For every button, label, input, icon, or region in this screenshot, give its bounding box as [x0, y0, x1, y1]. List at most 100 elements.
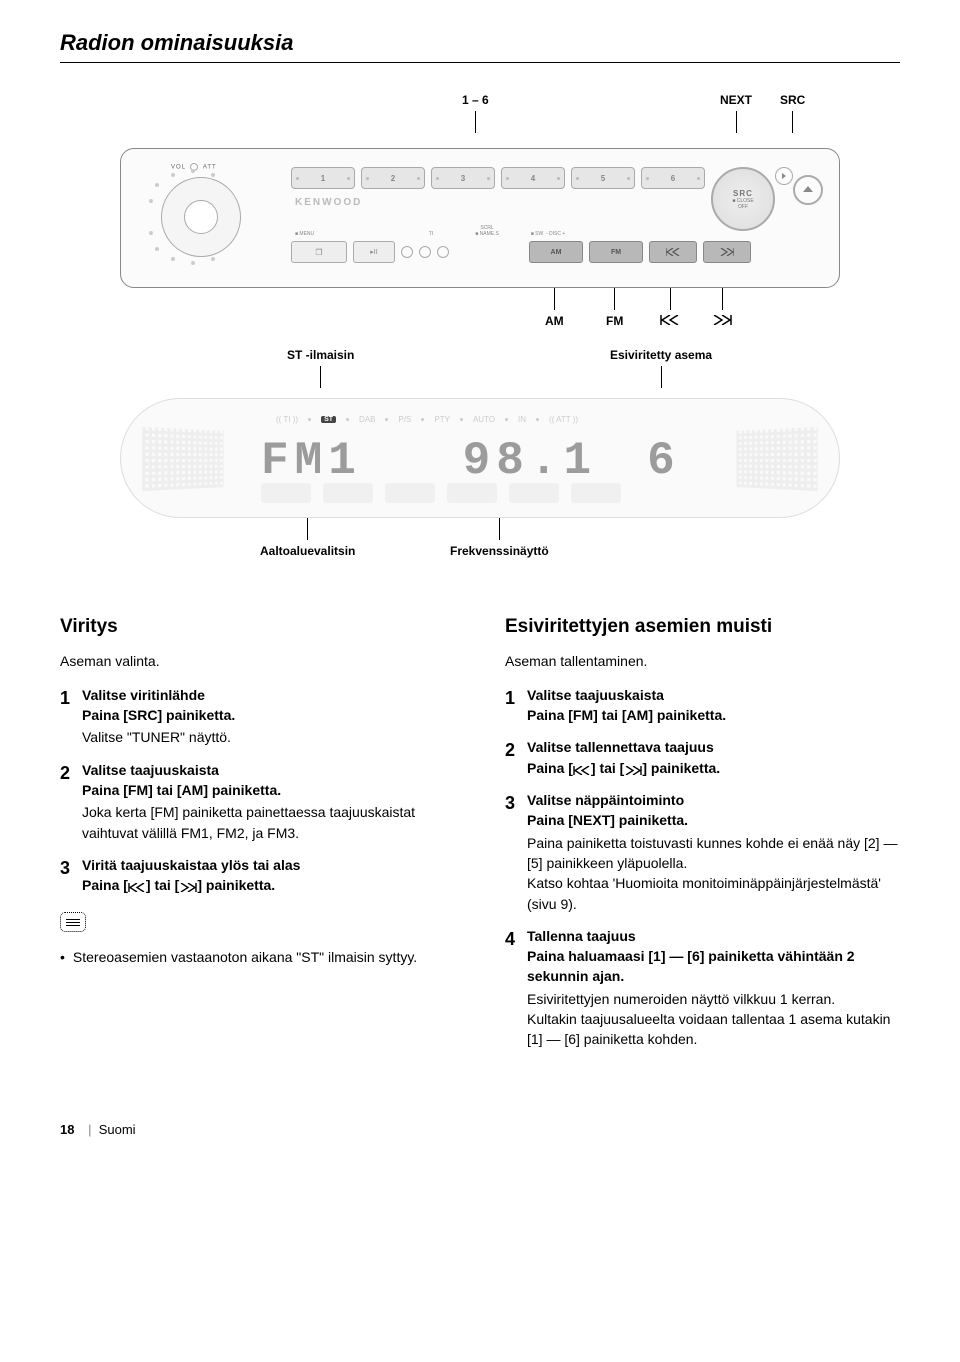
forward-icon-inline [179, 883, 197, 892]
ind-st: ST [321, 416, 336, 423]
src-dial[interactable]: SRC ■ CLOSE OFF [711, 167, 775, 231]
display-bottom-annotations: Aaltoaluevalitsin Frekvenssinäyttö [120, 518, 840, 578]
ind-auto: AUTO [473, 415, 495, 424]
next-track-button[interactable] [703, 241, 751, 263]
menu-dot-label: MENU [299, 231, 314, 237]
note-icon [60, 912, 86, 932]
l1-lead: Valitse viritinlähde [82, 685, 455, 705]
left-step-3: 3 Viritä taajuuskaistaa ylös tai alas Pa… [60, 855, 455, 896]
label-presets-text: 1 – 6 [462, 93, 489, 107]
callout-prev-icon [660, 288, 680, 328]
left-heading: Viritys [60, 613, 455, 641]
r1-bold: Paina [FM] tai [AM] painiketta. [527, 705, 900, 725]
tiny-button-1[interactable] [401, 246, 413, 258]
top-labels: 1 – 6 NEXT SRC [120, 93, 840, 148]
fm-button[interactable]: FM [589, 241, 643, 263]
ind-ps: P/S [398, 415, 411, 424]
ind-in: IN [518, 415, 526, 424]
menu-button[interactable]: ❐ [291, 241, 347, 263]
rewind-icon-inline [128, 883, 146, 892]
grid-left [142, 427, 223, 491]
volume-knob-area: VOL ATT [131, 159, 281, 279]
lower-button-row-right: AM FM [529, 241, 751, 263]
ann-freq: Frekvenssinäyttö [450, 518, 549, 558]
label-src-text: SRC [780, 93, 805, 107]
r2-bold: Paina [] tai [] painiketta. [527, 758, 900, 778]
section-title: Radion ominaisuuksia [60, 30, 900, 63]
tiny-button-3[interactable] [437, 246, 449, 258]
ann-band-text: Aaltoaluevalitsin [260, 544, 355, 558]
preset-1-button[interactable]: 1 [291, 167, 355, 189]
forward-icon [712, 315, 732, 325]
lower-button-row-left: ❐ ▸II [291, 241, 449, 263]
l2-lead: Valitse taajuuskaista [82, 760, 455, 780]
src-dial-src: SRC [733, 189, 753, 198]
disc-label: - DISC + [546, 231, 565, 237]
display-freq: 98.1 [463, 435, 597, 487]
right-step-1: 1 Valitse taajuuskaista Paina [FM] tai [… [505, 685, 900, 726]
brand-label: KENWOOD [295, 197, 362, 208]
page-number: 18 [60, 1122, 74, 1137]
right-sub: Aseman tallentaminen. [505, 651, 900, 671]
r2-lead: Valitse tallennettava taajuus [527, 737, 900, 757]
att-text: ATT [203, 165, 217, 171]
preset-6-button[interactable]: 6 [641, 167, 705, 189]
sw-label: SW [535, 231, 543, 237]
r4-bold: Paina haluamaasi [1] — [6] painiketta vä… [527, 946, 900, 987]
right-step-3: 3 Valitse näppäintoiminto Paina [NEXT] p… [505, 790, 900, 914]
callout-next-icon [712, 288, 732, 328]
label-next: NEXT [720, 93, 752, 133]
ti-label: TI [401, 231, 461, 237]
ind-att: (( ATT )) [549, 415, 578, 424]
r3-desc: Paina painiketta toistuvasti kunnes kohd… [527, 833, 900, 914]
ind-ti: (( TI )) [276, 415, 298, 424]
l2-desc: Joka kerta [FM] painiketta painettaessa … [82, 802, 455, 843]
am-button[interactable]: AM [529, 241, 583, 263]
left-column: Viritys Aseman valinta. 1 Valitse viriti… [60, 613, 455, 1062]
ann-preset: Esiviritetty asema [610, 348, 712, 388]
ind-pty: PTY [434, 415, 450, 424]
left-sub: Aseman valinta. [60, 651, 455, 671]
radio-body: VOL ATT 1 2 3 4 5 6 KENWOOD ■ MENU TI SC [120, 148, 840, 288]
preset-4-button[interactable]: 4 [501, 167, 565, 189]
next-button[interactable] [775, 167, 793, 185]
ann-band: Aaltoaluevalitsin [260, 518, 355, 558]
ann-st-text: ST -ilmaisin [287, 348, 354, 362]
display-top-annotations: ST -ilmaisin Esiviritetty asema [120, 348, 840, 398]
callout-am: AM [545, 288, 564, 328]
footer: 18 | Suomi [60, 1122, 900, 1137]
pty-button[interactable]: ▸II [353, 241, 395, 263]
prev-track-button[interactable] [649, 241, 697, 263]
l1-bold: Paina [SRC] painiketta. [82, 705, 455, 725]
label-src: SRC [780, 93, 805, 133]
indicator-row: (( TI )) ST DAB P/S PTY AUTO IN (( ATT )… [276, 415, 578, 424]
note-block: • Stereoasemien vastaanoton aikana "ST" … [60, 908, 455, 968]
rewind-icon-inline-2 [573, 766, 591, 775]
callout-am-text: AM [545, 314, 564, 328]
l3-lead: Viritä taajuuskaistaa ylös tai alas [82, 855, 455, 875]
ann-st: ST -ilmaisin [287, 348, 354, 388]
preset-row: 1 2 3 4 5 6 [291, 167, 705, 189]
ind-dab: DAB [359, 415, 375, 424]
right-step-4: 4 Tallenna taajuus Paina haluamaasi [1] … [505, 926, 900, 1050]
preset-5-button[interactable]: 5 [571, 167, 635, 189]
callout-fm: FM [606, 288, 623, 328]
footer-lang: Suomi [99, 1122, 136, 1137]
volume-knob[interactable] [161, 177, 241, 257]
src-dial-off: OFF [738, 204, 748, 210]
display-band: FM1 [261, 435, 362, 487]
preset-2-button[interactable]: 2 [361, 167, 425, 189]
right-heading: Esiviritettyjen asemien muisti [505, 613, 900, 641]
display-preset-num: 6 [647, 435, 681, 487]
forward-icon-inline-2 [624, 766, 642, 775]
tiny-button-2[interactable] [419, 246, 431, 258]
bottom-labels: AM FM [120, 288, 840, 348]
preset-3-button[interactable]: 3 [431, 167, 495, 189]
ann-freq-text: Frekvenssinäyttö [450, 544, 549, 558]
r4-desc: Esiviritettyjen numeroiden näyttö vilkku… [527, 989, 900, 1050]
ann-preset-text: Esiviritetty asema [610, 348, 712, 362]
eject-button[interactable] [793, 175, 823, 205]
grid-right [737, 427, 818, 491]
label-presets: 1 – 6 [462, 93, 489, 133]
display-panel: (( TI )) ST DAB P/S PTY AUTO IN (( ATT )… [120, 398, 840, 518]
